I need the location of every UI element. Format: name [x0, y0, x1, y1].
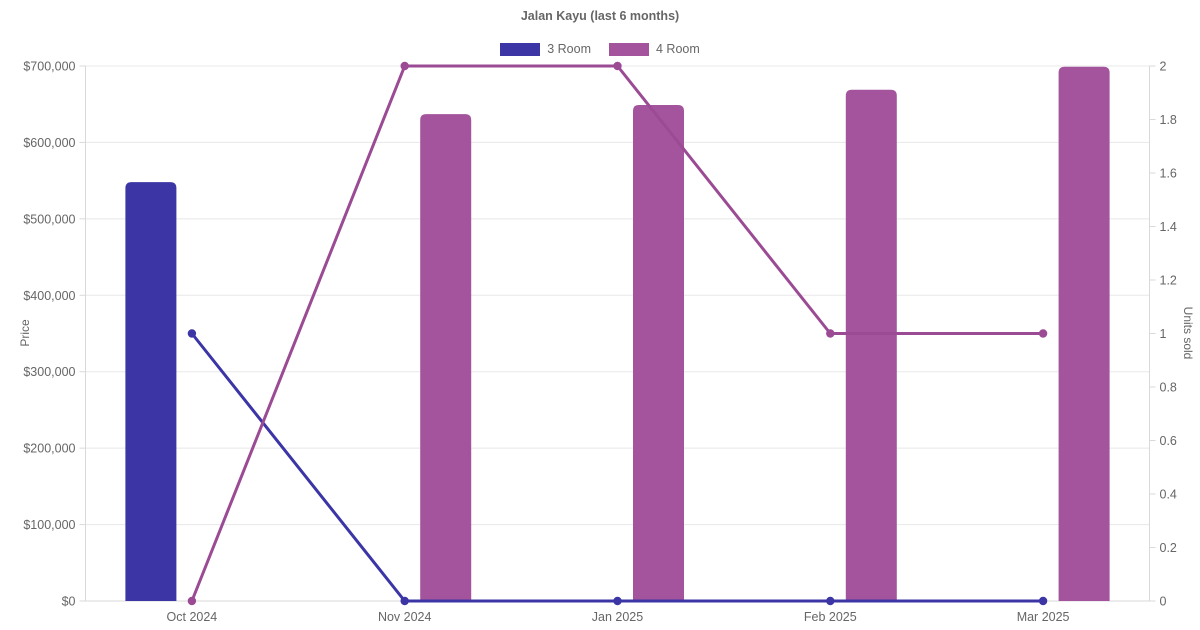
bar-4-room-feb-2025[interactable] [845, 89, 897, 601]
y-left-tick-label: $200,000 [23, 442, 75, 456]
y-right-tick-label: 1.8 [1160, 113, 1177, 127]
legend-label-3-room: 3 Room [547, 42, 591, 56]
y-right-tick-label: 0.2 [1160, 541, 1177, 555]
point-4-room-jan-2025[interactable] [613, 61, 622, 71]
y-left-tick-label: $700,000 [23, 60, 75, 74]
legend-item-4-room[interactable]: 4 Room [609, 43, 700, 56]
legend-label-4-room: 4 Room [656, 42, 700, 56]
y-right-tick-label: 1 [1160, 327, 1167, 341]
point-4-room-nov-2024[interactable] [400, 61, 409, 71]
point-4-room-feb-2025[interactable] [826, 329, 835, 338]
y-right-tick-label: 0.6 [1160, 434, 1177, 448]
point-3-room-nov-2024[interactable] [400, 596, 409, 606]
y-left-tick-label: $100,000 [23, 518, 75, 532]
legend-item-3-room[interactable]: 3 Room [500, 43, 591, 56]
y-right-tick-label: 1.2 [1160, 274, 1177, 288]
y-left-tick-label: $400,000 [23, 289, 75, 303]
x-tick-label: Nov 2024 [378, 610, 432, 624]
legend-swatch-4-room [609, 43, 649, 56]
line-3-room [190, 332, 1045, 603]
x-tick-label: Jan 2025 [592, 610, 643, 624]
bar-4-room-jan-2025[interactable] [633, 104, 684, 601]
y-left-tick-label: $300,000 [23, 365, 75, 379]
x-tick-label: Mar 2025 [1017, 610, 1070, 624]
chart-title: Jalan Kayu (last 6 months) [520, 9, 680, 23]
point-3-room-feb-2025[interactable] [826, 596, 835, 606]
point-4-room-mar-2025[interactable] [1038, 329, 1048, 338]
y-right-tick-label: 2 [1160, 60, 1167, 74]
y-right-tick-label: 0.4 [1160, 488, 1177, 502]
y-left-tick-label: $500,000 [23, 212, 75, 226]
legend-swatch-3-room [500, 43, 541, 56]
point-3-room-mar-2025[interactable] [1038, 596, 1048, 606]
bar-4-room-mar-2025[interactable] [1058, 66, 1110, 601]
y-left-tick-label: $600,000 [23, 136, 75, 150]
bar-3-room-oct-2024[interactable] [125, 182, 177, 601]
point-3-room-oct-2024[interactable] [187, 329, 197, 338]
point-3-room-jan-2025[interactable] [613, 596, 622, 606]
bar-4-room-nov-2024[interactable] [420, 114, 472, 602]
chart-legend: 3 Room 4 Room [0, 43, 1200, 56]
line-4-room [190, 64, 1045, 603]
y-right-tick-label: 1.6 [1160, 167, 1177, 181]
y-left-tick-label: $0 [62, 595, 76, 609]
y-right-tick-label: 0 [1160, 595, 1167, 609]
x-tick-label: Feb 2025 [804, 610, 857, 624]
point-4-room-oct-2024[interactable] [187, 596, 197, 606]
x-tick-label: Oct 2024 [167, 610, 218, 624]
y-right-tick-label: 1.4 [1160, 220, 1177, 234]
y-right-tick-label: 0.8 [1160, 381, 1177, 395]
